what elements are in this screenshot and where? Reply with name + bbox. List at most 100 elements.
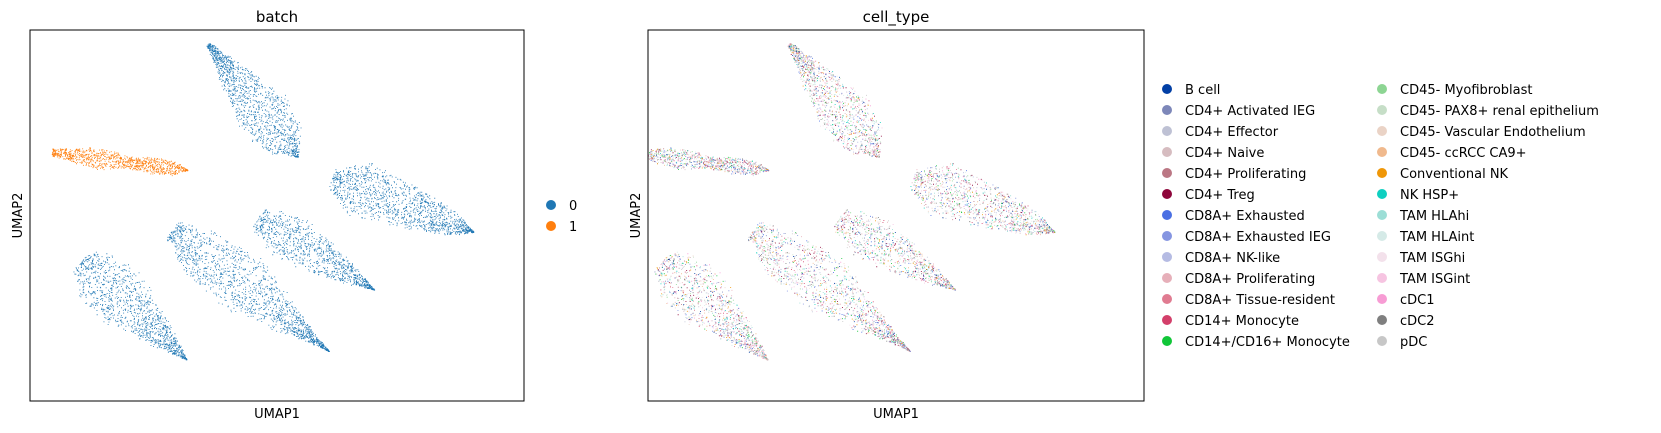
cell-type-legend-marker bbox=[1162, 168, 1172, 178]
cell-type-legend-marker bbox=[1162, 126, 1172, 136]
cell-type-cluster-center-points bbox=[753, 226, 902, 344]
batch-cluster-top-center bbox=[206, 43, 302, 158]
cell-type-legend-label: pDC bbox=[1400, 335, 1427, 350]
cell-type-legend-marker bbox=[1377, 315, 1387, 325]
cell-type-legend-label: CD4+ Activated IEG bbox=[1185, 104, 1315, 119]
cell-type-legend-label: CD8A+ NK-like bbox=[1185, 251, 1280, 266]
cell-type-cluster-upper-left-points bbox=[648, 149, 769, 173]
cell-type-cluster-center-points bbox=[748, 225, 911, 352]
cell-type-cluster-middle-right-points bbox=[840, 215, 951, 289]
cell-type-cluster-center-points bbox=[751, 226, 909, 351]
cell-type-legend-marker bbox=[1377, 168, 1387, 178]
cell-type-legend-marker bbox=[1162, 231, 1172, 241]
cell-type-cluster-lower-left-points bbox=[659, 254, 768, 360]
cell-type-legend-marker bbox=[1162, 147, 1172, 157]
batch-cluster-center bbox=[167, 222, 330, 352]
cell-type-cluster-right-points bbox=[914, 167, 1055, 234]
cell-type-cluster-lower-left-points bbox=[666, 255, 767, 357]
cell-type-legend-label: CD8A+ Proliferating bbox=[1185, 272, 1315, 287]
cell-type-cluster-middle-right-points bbox=[842, 211, 952, 289]
cell-type-cluster-top-center-points bbox=[789, 45, 877, 156]
cell-type-cluster-right-points bbox=[914, 175, 1050, 234]
cell-type-cluster-right-points bbox=[914, 167, 1056, 235]
cell-type-legend-marker bbox=[1162, 252, 1172, 262]
cell-type-cluster-right-points bbox=[913, 166, 1051, 235]
batch-cluster-lower-left bbox=[73, 251, 188, 361]
cell-type-legend-marker bbox=[1377, 273, 1387, 283]
batch-legend-label: 1 bbox=[569, 220, 577, 235]
cell-type-legend-marker bbox=[1162, 294, 1172, 304]
cell-type-legend-label: TAM ISGhi bbox=[1399, 251, 1465, 266]
cell-type-legend-marker bbox=[1377, 84, 1387, 94]
cell-type-cluster-upper-left-points bbox=[650, 149, 769, 175]
cell-type-cluster-lower-left-points bbox=[659, 253, 768, 361]
cell-type-scatter-points bbox=[648, 43, 1056, 361]
cell-type-cluster-right-points bbox=[916, 168, 1055, 233]
cell-type-legend-marker bbox=[1162, 189, 1172, 199]
cell-type-legend-label: CD8A+ Exhausted IEG bbox=[1185, 230, 1331, 245]
cell-type-cluster-lower-left-points bbox=[659, 260, 764, 357]
cell-type-legend-marker bbox=[1377, 147, 1387, 157]
cell-type-legend-label: CD45- Myofibroblast bbox=[1400, 83, 1532, 98]
cell-type-cluster-lower-left-points bbox=[664, 254, 768, 361]
cell-type-legend-marker bbox=[1377, 189, 1387, 199]
cell-type-cluster-lower-left-points bbox=[658, 259, 768, 360]
cell-type-legend-label: TAM HLAint bbox=[1399, 230, 1474, 245]
cell-type-legend-label: TAM HLAhi bbox=[1399, 209, 1469, 224]
batch-cluster-upper-left bbox=[51, 147, 189, 177]
cell-type-cluster-center-points bbox=[752, 232, 911, 352]
cell-type-cluster-lower-left-points bbox=[659, 259, 768, 360]
cell-type-cluster-right-points bbox=[917, 168, 1052, 235]
cell-type-legend-marker bbox=[1377, 210, 1387, 220]
cell-type-cluster-middle-right-points bbox=[841, 211, 954, 289]
cell-type-legend-label: cDC2 bbox=[1400, 314, 1435, 329]
cell-type-legend-label: NK HSP+ bbox=[1400, 188, 1459, 203]
cell-type-cluster-upper-left-points bbox=[652, 148, 769, 174]
cell-type-cluster-center-points bbox=[748, 227, 911, 352]
cell-type-cluster-right-points bbox=[916, 167, 1054, 235]
cell-type-cluster-center-points bbox=[750, 230, 910, 351]
cell-type-cluster-center-points bbox=[748, 225, 910, 352]
cell-type-cluster-top-center-points bbox=[789, 44, 881, 153]
cell-type-legend-marker bbox=[1162, 336, 1172, 346]
cell-type-cluster-center-points bbox=[748, 228, 901, 345]
cell-type-legend-label: CD14+ Monocyte bbox=[1185, 314, 1299, 329]
cell-type-cluster-upper-left-points bbox=[651, 148, 769, 171]
cell-type-legend-marker bbox=[1162, 210, 1172, 220]
cell-type-legend-marker bbox=[1377, 336, 1387, 346]
cell-type-cluster-middle-right-points bbox=[854, 211, 956, 291]
cell-type-legend-marker bbox=[1377, 105, 1387, 115]
cell-type-cluster-middle-right-points bbox=[840, 216, 951, 287]
cell-type-legend-label: CD45- ccRCC CA9+ bbox=[1400, 146, 1527, 161]
batch-axes-frame bbox=[29, 29, 525, 402]
cell-type-legend-marker bbox=[1377, 294, 1387, 304]
batch-legend-marker bbox=[546, 221, 556, 231]
cell-type-cluster-right-points bbox=[916, 167, 1050, 235]
cell-type-legend-label: CD8A+ Tissue-resident bbox=[1185, 293, 1335, 308]
cell-type-cluster-lower-left-points bbox=[656, 257, 764, 357]
batch-cluster-middle-right bbox=[253, 209, 376, 291]
cell-type-cluster-middle-right-points bbox=[836, 220, 954, 289]
cell-type-legend-label: TAM ISGint bbox=[1399, 272, 1470, 287]
cell-type-cluster-upper-left-points bbox=[654, 150, 770, 173]
cell-type-cluster-middle-right-points bbox=[840, 220, 953, 287]
cell-type-cluster-top-center-points bbox=[792, 49, 878, 154]
cell-type-cluster-upper-left-points bbox=[648, 149, 770, 173]
cell-type-cluster-center-points bbox=[748, 230, 910, 352]
cell-type-legend-label: CD4+ Naive bbox=[1185, 146, 1264, 161]
cell-type-legend-marker bbox=[1162, 315, 1172, 325]
cell-type-panel: cell_type UMAP1 UMAP2 B cell CD4+ Activat… bbox=[629, 8, 1599, 422]
batch-legend-label: 0 bbox=[569, 199, 577, 214]
cell-type-xlabel: UMAP1 bbox=[873, 407, 919, 422]
cell-type-cluster-middle-right-points bbox=[834, 220, 949, 285]
cell-type-legend-label: cDC1 bbox=[1400, 293, 1435, 308]
batch-panel: batch UMAP1 UMAP2 01 bbox=[11, 8, 577, 422]
cell-type-cluster-lower-left-points bbox=[660, 253, 767, 359]
batch-ylabel: UMAP2 bbox=[11, 193, 26, 239]
cell-type-legend-label: CD4+ Effector bbox=[1185, 125, 1279, 140]
cell-type-axes-frame bbox=[647, 29, 1145, 402]
batch-scatter-points bbox=[51, 43, 475, 361]
cell-type-cluster-middle-right-points bbox=[836, 209, 949, 287]
batch-legend: 01 bbox=[546, 199, 577, 235]
